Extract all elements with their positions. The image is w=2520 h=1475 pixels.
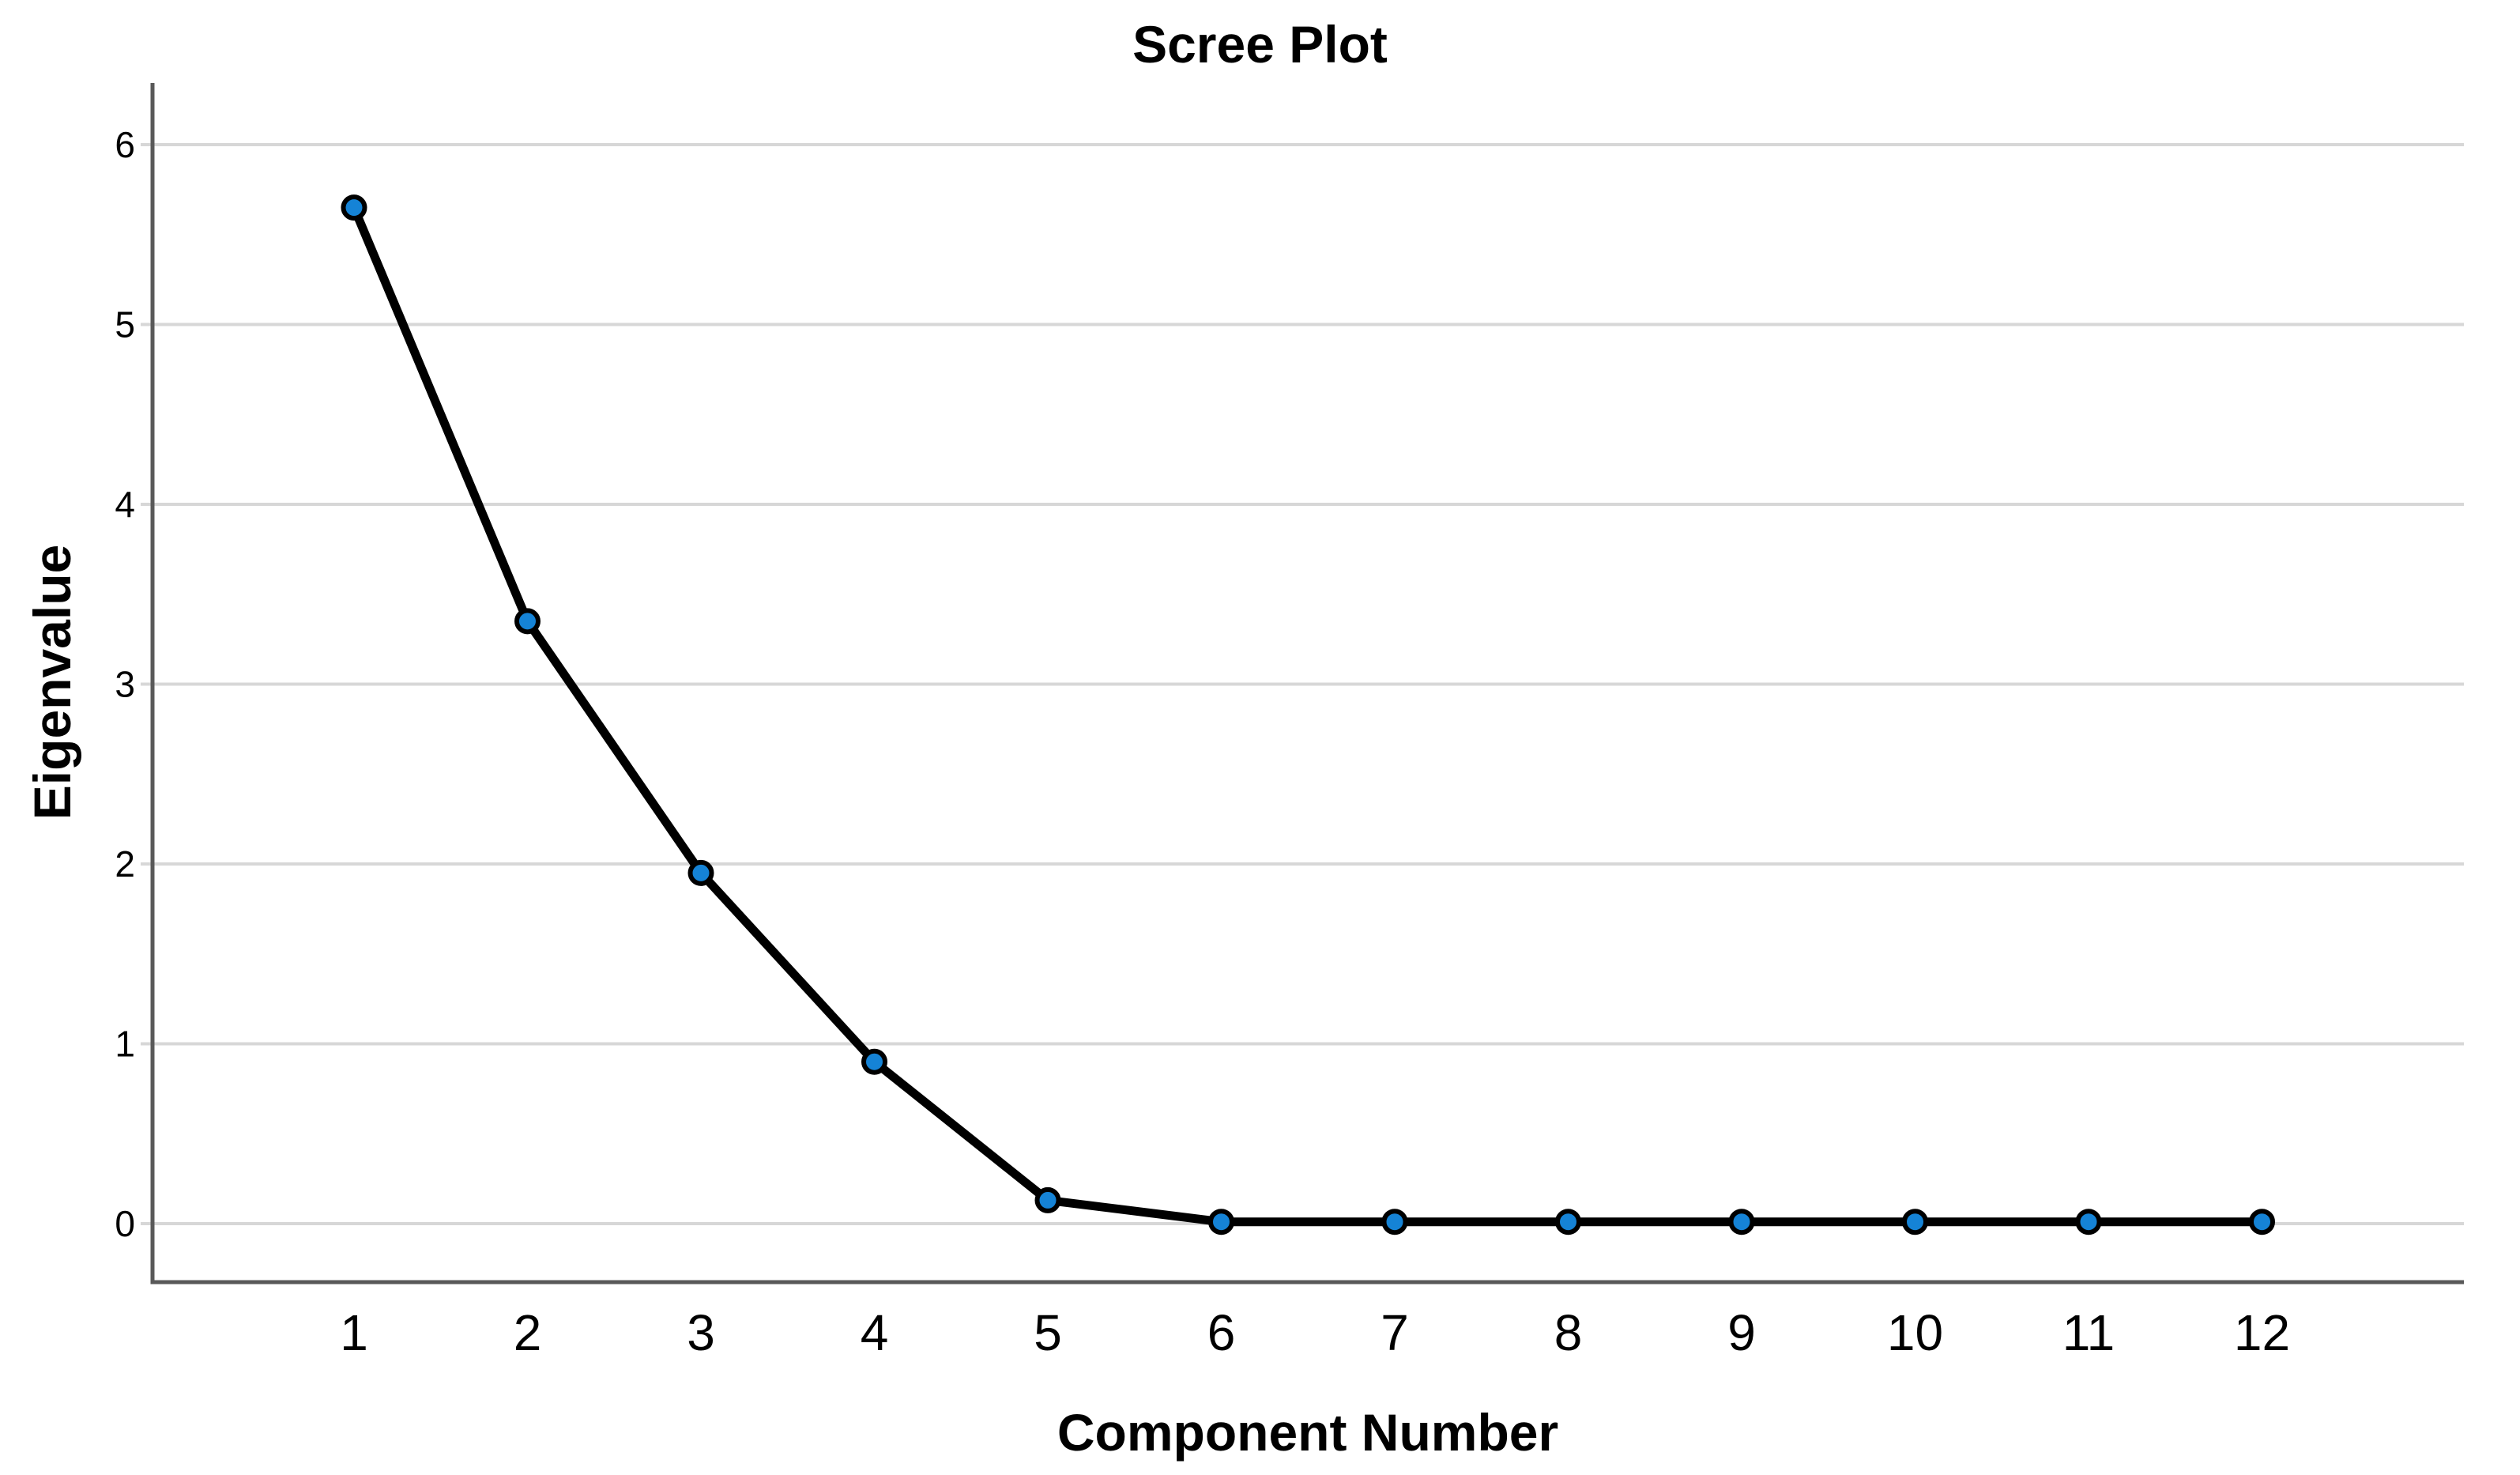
data-point bbox=[514, 608, 541, 635]
y-tick-label: 1 bbox=[115, 1024, 135, 1065]
data-point bbox=[341, 194, 367, 221]
x-tick-label: 12 bbox=[2234, 1304, 2290, 1361]
data-point bbox=[1034, 1186, 1061, 1213]
data-point bbox=[1728, 1209, 1755, 1235]
x-tick-label: 6 bbox=[1207, 1304, 1236, 1361]
x-tick-label: 10 bbox=[1887, 1304, 1943, 1361]
x-axis-title: Component Number bbox=[1057, 1403, 1559, 1462]
x-tick-label: 4 bbox=[861, 1304, 889, 1361]
x-tick-label: 11 bbox=[2062, 1304, 2115, 1361]
y-tick-label: 5 bbox=[115, 304, 135, 345]
x-tick-label: 1 bbox=[340, 1304, 368, 1361]
data-point bbox=[1381, 1209, 1408, 1235]
x-tick-label: 8 bbox=[1554, 1304, 1583, 1361]
data-point bbox=[1208, 1209, 1234, 1235]
data-point bbox=[861, 1048, 887, 1075]
chart-title: Scree Plot bbox=[1132, 15, 1388, 74]
x-tick-label: 9 bbox=[1727, 1304, 1756, 1361]
data-point bbox=[1555, 1209, 1581, 1235]
x-tick-label: 5 bbox=[1034, 1304, 1062, 1361]
data-point bbox=[2249, 1209, 2275, 1235]
data-point bbox=[1902, 1209, 1928, 1235]
x-tick-label: 2 bbox=[514, 1304, 542, 1361]
data-point bbox=[687, 859, 714, 886]
y-tick-label: 2 bbox=[115, 843, 135, 885]
data-point bbox=[2075, 1209, 2102, 1235]
x-tick-label: 3 bbox=[687, 1304, 715, 1361]
y-tick-label: 4 bbox=[115, 484, 135, 525]
x-tick-label: 7 bbox=[1381, 1304, 1409, 1361]
y-tick-label: 6 bbox=[115, 124, 135, 165]
y-tick-label: 0 bbox=[115, 1203, 135, 1244]
y-tick-label: 3 bbox=[115, 664, 135, 705]
series-line bbox=[349, 206, 2262, 1227]
